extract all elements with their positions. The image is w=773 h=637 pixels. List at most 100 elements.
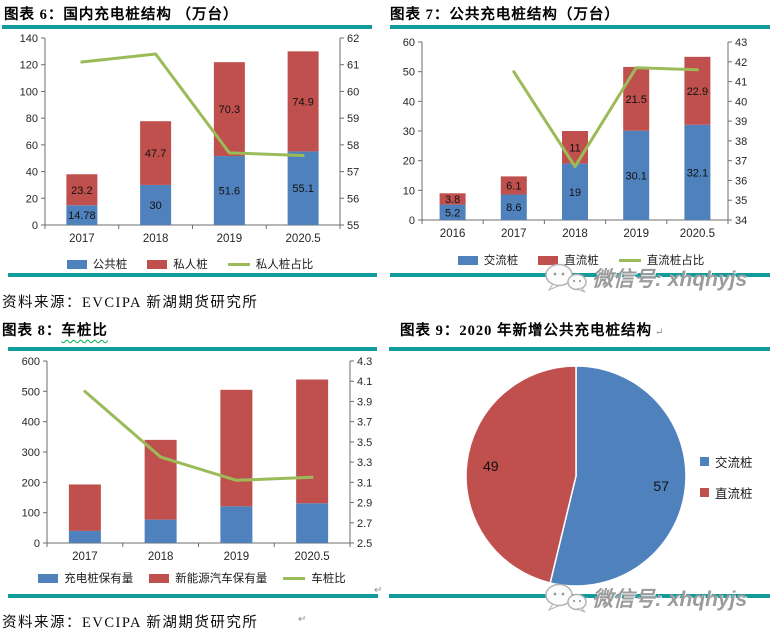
bar-value-label: 14.78 bbox=[68, 210, 96, 222]
legend-item-新能源汽车保有量: 新能源汽车保有量 bbox=[149, 570, 267, 586]
left-axis-tick-label: 400 bbox=[22, 417, 40, 429]
figure-6-bar-公共桩-2020.5 bbox=[287, 151, 319, 225]
right-axis-tick-label: 62 bbox=[347, 33, 359, 45]
figure-6-bar-私人桩-2020.5 bbox=[287, 51, 319, 152]
figure-6-bar-公共桩-2018 bbox=[140, 184, 172, 225]
figure-6-bar-公共桩-2017 bbox=[66, 205, 98, 225]
right-axis-tick-label: 40 bbox=[735, 96, 747, 108]
left-axis-tick-label: 100 bbox=[22, 508, 40, 520]
figure-7-bar-交流桩-2019 bbox=[623, 130, 650, 220]
figure-7-line-直流桩占比 bbox=[512, 66, 699, 169]
legend-label: 交流桩 bbox=[715, 456, 753, 470]
right-axis-tick-label: 57 bbox=[347, 167, 359, 179]
x-axis-tick-label: 2019 bbox=[217, 233, 243, 245]
right-axis-tick-label: 36 bbox=[735, 175, 747, 187]
x-axis-tick-label: 2017 bbox=[501, 228, 527, 240]
x-axis-tick-label: 2020.5 bbox=[680, 228, 715, 240]
bar-value-label: 23.2 bbox=[71, 185, 92, 197]
right-axis-tick-label: 3.1 bbox=[357, 477, 372, 489]
legend-item-交流桩: 交流桩 bbox=[700, 452, 753, 471]
figure-8-top-rule bbox=[8, 347, 377, 351]
bar-value-label: 19 bbox=[569, 187, 581, 199]
right-axis-tick-label: 41 bbox=[735, 77, 747, 89]
legend-item-私人桩占比: 私人桩占比 bbox=[227, 256, 313, 272]
left-axis-tick-label: 30 bbox=[403, 126, 415, 138]
figure-7-top-rule bbox=[390, 25, 770, 29]
line-swatch-icon bbox=[227, 262, 250, 266]
left-axis-tick-label: 50 bbox=[403, 67, 415, 79]
legend-label: 直流桩占比 bbox=[646, 255, 705, 267]
bar-swatch-icon bbox=[457, 255, 478, 265]
figure-9-title-text: 图表 9：2020 年新增公共充电桩结构 bbox=[400, 323, 652, 339]
figure-6-line-私人桩占比 bbox=[80, 52, 305, 158]
left-axis-tick-label: 20 bbox=[403, 156, 415, 168]
figure-8-bar-新能源汽车保有量-2019 bbox=[220, 389, 253, 507]
left-axis-tick-label: 200 bbox=[22, 477, 40, 489]
figure-9-top-rule bbox=[389, 347, 770, 351]
bar-value-label: 5.2 bbox=[445, 207, 460, 219]
legend-label: 车桩比 bbox=[311, 573, 346, 585]
figure-8-bottom-rule bbox=[8, 594, 378, 598]
figure-8-bar-新能源汽车保有量-2017 bbox=[68, 484, 101, 531]
right-axis-tick-label: 58 bbox=[347, 140, 359, 152]
left-axis-tick-label: 0 bbox=[34, 538, 40, 550]
figure-7-bar-直流桩-2017 bbox=[500, 176, 527, 195]
right-axis-tick-label: 2.5 bbox=[357, 538, 372, 550]
left-axis-tick-label: 60 bbox=[403, 37, 415, 49]
paragraph-mark: ↵ bbox=[655, 327, 664, 338]
left-axis-tick-label: 140 bbox=[20, 33, 38, 45]
source-note-1: 资料来源：EVCIPA 新湖期货研究所 bbox=[2, 295, 259, 311]
left-axis-tick-label: 10 bbox=[403, 185, 415, 197]
figure-9-title: 图表 9：2020 年新增公共充电桩结构 ↵ bbox=[400, 319, 663, 340]
legend-label: 新能源汽车保有量 bbox=[175, 573, 268, 585]
figure-7-chart: 0 10 20 30 40 50 60 34 35 36 37 38 39 40 41 42 43 2016 201… bbox=[403, 37, 748, 240]
x-axis-tick-label: 2019 bbox=[224, 551, 250, 563]
bar-swatch-icon bbox=[66, 259, 87, 269]
legend-item-直流桩占比: 直流桩占比 bbox=[618, 252, 705, 268]
legend-item-公共桩: 公共桩 bbox=[66, 256, 127, 272]
figure-7-legend: 交流桩 直流桩 直流桩占比 bbox=[392, 252, 770, 268]
figure-8-bar-充电桩保有量-2019 bbox=[220, 506, 253, 543]
x-axis-tick-label: 2016 bbox=[440, 228, 466, 240]
x-axis-tick-label: 2020.5 bbox=[295, 551, 330, 563]
left-axis-tick-label: 120 bbox=[20, 60, 38, 72]
x-axis-tick-label: 2019 bbox=[623, 228, 649, 240]
wechat-watermark: 微信号: xhqhyjs bbox=[544, 262, 747, 294]
line-swatch-icon bbox=[283, 576, 306, 580]
wechat-icon bbox=[545, 583, 587, 613]
legend-label: 充电桩保有量 bbox=[64, 573, 134, 585]
right-axis-tick-label: 35 bbox=[735, 195, 747, 207]
figure-8-title: 图表 8：车桩比 bbox=[2, 319, 108, 340]
figure-8-title-keyword: 车桩比 bbox=[61, 323, 108, 339]
bar-swatch-icon bbox=[149, 573, 170, 583]
right-axis-tick-label: 37 bbox=[735, 156, 747, 168]
x-axis-tick-label: 2018 bbox=[143, 233, 169, 245]
bar-value-label: 30.1 bbox=[625, 170, 646, 182]
figure-6-title: 图表 6：国内充电桩结构 （万台） bbox=[4, 7, 239, 23]
right-axis-tick-label: 60 bbox=[347, 86, 359, 98]
figure-8-chart: 0 100 200 300 400 500 600 2.5 2.7 2.9 3.1 3.3 3.5 3.7… bbox=[22, 356, 372, 563]
right-axis-tick-label: 55 bbox=[347, 220, 359, 232]
legend-label: 交流桩 bbox=[483, 255, 519, 267]
bar-value-label: 70.3 bbox=[219, 104, 240, 116]
x-axis-tick-label: 2018 bbox=[148, 551, 174, 563]
left-axis-tick-label: 0 bbox=[409, 215, 415, 227]
bar-value-label: 6.1 bbox=[506, 180, 521, 192]
watermark-text: 微信号: xhqhyjs bbox=[592, 268, 748, 291]
right-axis-tick-label: 4.3 bbox=[357, 356, 372, 368]
bar-value-label: 55.1 bbox=[292, 183, 313, 195]
left-axis-tick-label: 100 bbox=[20, 86, 38, 98]
left-axis-tick-label: 500 bbox=[22, 386, 40, 398]
bar-value-label: 22.9 bbox=[687, 86, 708, 98]
left-axis-tick-label: 0 bbox=[32, 220, 38, 232]
right-axis-tick-label: 56 bbox=[347, 193, 359, 205]
bar-swatch-icon bbox=[538, 255, 559, 265]
wechat-watermark: 微信号: xhqhyjs bbox=[544, 582, 747, 614]
right-axis-tick-label: 3.9 bbox=[357, 396, 372, 408]
figure-9-slice-交流桩 bbox=[549, 365, 687, 587]
figure-6-chart: 0 20 40 60 80 100 120 140 55 56 57 58 59 60 61 62 2017 20… bbox=[20, 33, 360, 245]
figure-7-bar-交流桩-2018 bbox=[562, 163, 588, 220]
left-axis-tick-label: 80 bbox=[26, 113, 38, 125]
right-axis-tick-label: 43 bbox=[735, 37, 747, 49]
bar-value-label: 32.1 bbox=[687, 167, 708, 179]
